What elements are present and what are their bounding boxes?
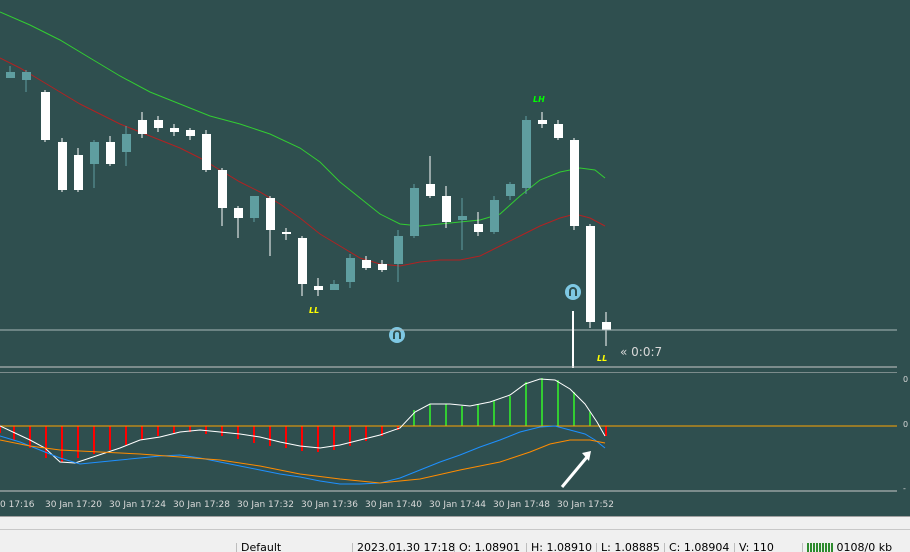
histogram-envelope-line: [0, 378, 606, 464]
horseshoe-icon: [565, 284, 581, 300]
candle-body: [474, 224, 483, 232]
ll-marker: LL: [309, 306, 319, 315]
time-tick-label: 30 Jan 17:44: [429, 500, 486, 510]
candle-body: [6, 72, 15, 78]
time-tick-label: 30 Jan 17:24: [109, 500, 166, 510]
candle-body: [426, 184, 435, 196]
candle-body: [506, 184, 515, 196]
candle-body: [74, 155, 83, 190]
lh-marker: LH: [533, 95, 545, 104]
bar-countdown-timer: « 0:0:7: [620, 345, 663, 359]
up-arrow-head: [582, 451, 591, 461]
scale-label-zero: 0: [903, 420, 909, 429]
candle-body: [202, 134, 211, 170]
price-scale[interactable]: 0 0 -: [897, 0, 910, 516]
time-tick-label: 30 Jan 17:36: [301, 500, 358, 510]
time-tick-label: 30 Jan 17:52: [557, 500, 614, 510]
candle-body: [570, 140, 579, 226]
candle-body: [602, 322, 611, 330]
candle-body: [410, 188, 419, 236]
time-tick-label: 30 Jan 17:40: [365, 500, 422, 510]
candle-body: [378, 264, 387, 270]
traffic-label: 0108/0 kb: [836, 543, 893, 552]
candle-body: [314, 286, 323, 290]
candle-body: [154, 120, 163, 128]
candle-body: [298, 238, 307, 284]
candle-body: [458, 216, 467, 220]
moving-average-lines: [0, 11, 606, 267]
status-bar: Default 2023.01.30 17:18 O: 1.08901 H: 1…: [0, 516, 910, 552]
candle-body: [106, 142, 115, 164]
status-datetime: 2023.01.30 17:18: [352, 543, 455, 552]
time-tick-label: 30 Jan 17:32: [237, 500, 294, 510]
status-divider: [0, 529, 910, 530]
candle-body: [58, 142, 67, 190]
connection-status[interactable]: 0108/0 kb: [802, 543, 910, 552]
time-axis: 0 17:16 30 Jan 17:20 30 Jan 17:24 30 Jan…: [0, 492, 910, 516]
scale-label-bottom: -: [903, 484, 906, 493]
candle-body: [586, 226, 595, 322]
histogram-series: [0, 378, 607, 462]
candle-body: [522, 120, 531, 188]
candle-body: [490, 200, 499, 232]
candle-body: [362, 260, 371, 268]
candle-body: [22, 72, 31, 80]
status-open: O: 1.08901: [454, 543, 529, 552]
candle-body: [330, 284, 339, 290]
candlestick-series: [6, 66, 611, 346]
time-tick-label: 30 Jan 17:28: [173, 500, 230, 510]
status-low: L: 1.08885: [596, 543, 667, 552]
candle-body: [186, 130, 195, 136]
up-arrow-shaft: [560, 456, 589, 488]
status-close: C: 1.08904: [664, 543, 737, 552]
time-tick-label: 30 Jan 17:48: [493, 500, 550, 510]
candle-body: [90, 142, 99, 164]
ma-slow-line: [0, 57, 606, 267]
status-profile[interactable]: Default: [236, 543, 353, 552]
candle-body: [250, 196, 259, 218]
ll-marker: LL: [597, 354, 607, 363]
signal-line-blue: [0, 425, 606, 485]
candle-body: [394, 236, 403, 264]
candle-body: [346, 258, 355, 282]
oscillator-pane[interactable]: [0, 372, 910, 492]
ma-fast-line: [0, 11, 606, 227]
candle-body: [282, 232, 291, 234]
candle-body: [442, 196, 451, 222]
time-tick-label: 0 17:16: [0, 500, 35, 510]
candle-body: [138, 120, 147, 134]
signal-line-orange: [0, 439, 606, 484]
candle-body: [122, 134, 131, 152]
status-high: H: 1.08910: [526, 543, 599, 552]
candle-body: [218, 170, 227, 208]
signal-markers: LL LH LL: [309, 95, 607, 363]
candle-body: [266, 198, 275, 230]
candle-body: [234, 208, 243, 218]
scale-label-top: 0: [903, 375, 909, 384]
connection-bars-icon: [807, 543, 833, 552]
candle-body: [41, 92, 50, 140]
time-tick-label: 30 Jan 17:20: [45, 500, 102, 510]
candle-body: [554, 124, 563, 138]
price-chart-pane[interactable]: LL LH LL: [0, 0, 910, 368]
candle-body: [538, 120, 547, 124]
horseshoe-icon: [389, 327, 405, 343]
candle-body: [170, 128, 179, 132]
status-volume: V: 110: [734, 543, 803, 552]
